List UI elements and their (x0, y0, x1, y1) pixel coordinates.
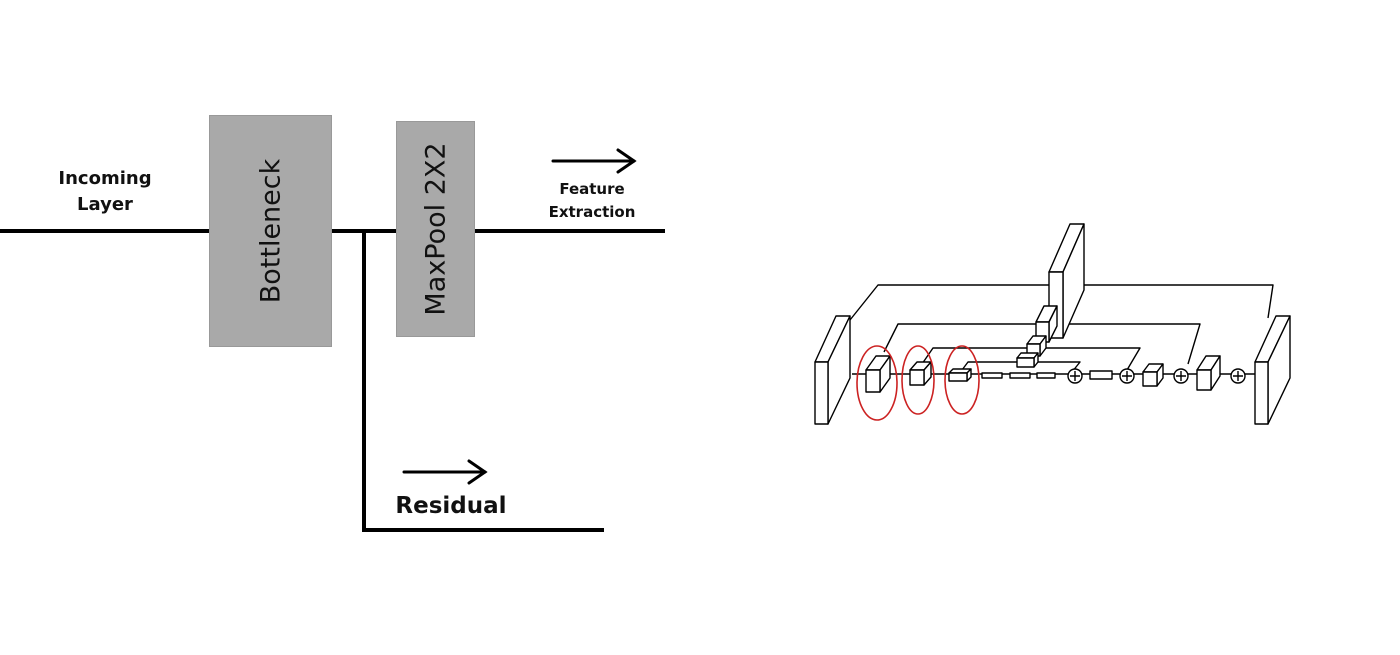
feature-extraction-label: Feature Extraction (532, 178, 652, 224)
plus-circle-icon (1173, 368, 1189, 384)
main-flow-line (0, 229, 665, 233)
incoming-layer-label: Incoming Layer (45, 166, 165, 218)
incoming-label-line2: Layer (77, 194, 133, 215)
adder-node-icons (1067, 368, 1246, 384)
highlight-ellipse (856, 345, 898, 421)
incoming-label-line1: Incoming (58, 168, 152, 189)
feature-label-line2: Extraction (548, 203, 636, 221)
residual-branch-vertical (362, 229, 366, 532)
maxpool-block: MaxPool 2X2 (396, 121, 475, 337)
bottleneck-block: Bottleneck (209, 115, 332, 347)
plus-circle-icon (1119, 368, 1135, 384)
highlight-ellipse (901, 345, 935, 415)
highlight-ellipse (944, 345, 980, 415)
small-bars (981, 370, 1113, 380)
residual-arrow-icon (402, 459, 488, 485)
output-slab (1254, 315, 1291, 425)
residual-label: Residual (395, 493, 507, 519)
residual-branch-horizontal (362, 528, 604, 532)
feature-label-line1: Feature (559, 180, 625, 198)
feature-arrow-icon (551, 148, 637, 174)
encoder-blocks (865, 355, 972, 393)
highlight-ellipses (856, 345, 980, 421)
plus-circle-icon (1067, 368, 1083, 384)
plus-circle-icon (1230, 368, 1246, 384)
bottleneck-stack (1016, 223, 1085, 368)
decoder-blocks (1142, 355, 1221, 391)
input-slab (814, 315, 851, 425)
